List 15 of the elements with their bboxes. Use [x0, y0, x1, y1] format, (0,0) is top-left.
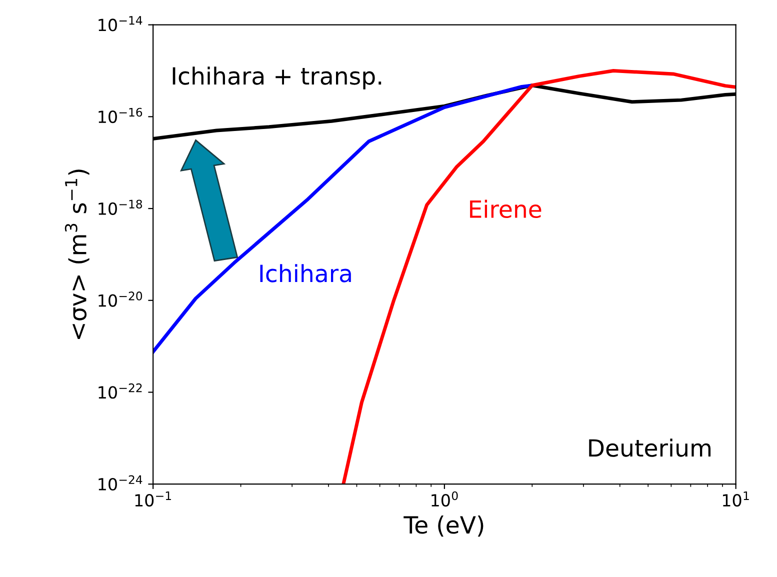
x-tick-label: 10$^{0}$: [432, 491, 458, 507]
x-axis-title: Te (eV): [404, 516, 484, 537]
x-tick-label: 10$^{1}$: [722, 491, 749, 507]
y-tick-label: 10$^{−14}$: [98, 16, 142, 32]
series-label: Ichihara + transp.: [172, 66, 382, 90]
x-tick-label: 10$^{−1}$: [135, 491, 171, 507]
series-label: Eirene: [470, 200, 542, 218]
y-tick-label: 10$^{−18}$: [98, 200, 142, 215]
series-label: Ichihara: [260, 264, 351, 282]
y-tick-label: 10$^{−16}$: [98, 108, 142, 124]
y-tick-label: 10$^{−20}$: [98, 292, 142, 307]
y-axis-title: <σv> (m$^{3}$ s$^{−1}$): [64, 170, 90, 339]
annotation: Deuterium: [589, 438, 711, 457]
y-tick-label: 10$^{−22}$: [98, 383, 142, 399]
y-tick-label: 10$^{−24}$: [98, 475, 142, 491]
